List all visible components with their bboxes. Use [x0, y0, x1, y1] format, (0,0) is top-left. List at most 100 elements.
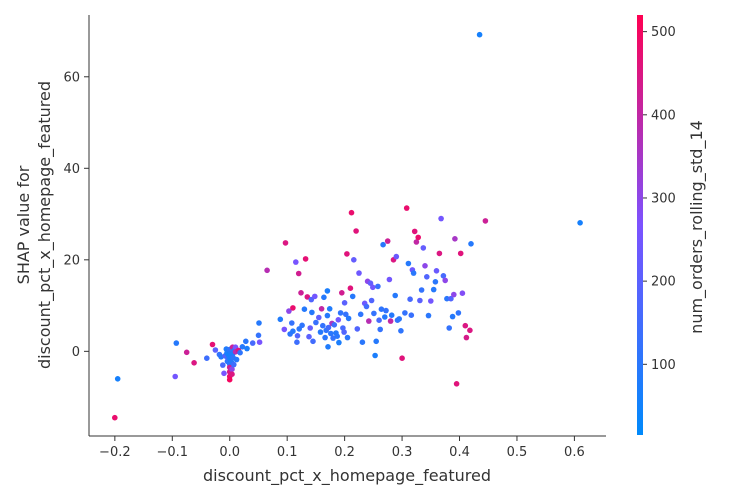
- data-point: [277, 316, 284, 323]
- data-point: [440, 273, 447, 279]
- data-point: [310, 338, 316, 345]
- colorbar-tick-label: 400: [651, 108, 676, 123]
- y-axis-label-line-1: SHAP value for: [14, 165, 33, 284]
- x-tick-label: 0.6: [564, 445, 585, 460]
- data-point: [467, 327, 473, 334]
- data-point: [368, 297, 375, 304]
- data-point: [444, 295, 450, 302]
- y-tick-label: 60: [63, 70, 80, 85]
- data-point: [345, 315, 352, 322]
- data-point: [407, 296, 413, 303]
- data-point: [264, 267, 270, 274]
- data-point: [294, 339, 300, 346]
- data-point: [282, 240, 289, 246]
- colorbar: [637, 15, 643, 435]
- data-point: [428, 298, 434, 304]
- data-point: [324, 288, 331, 294]
- data-point: [255, 332, 262, 339]
- colorbar-ticks: 100 200 300 400 500: [643, 25, 676, 373]
- data-point: [239, 344, 246, 350]
- data-point: [422, 263, 428, 269]
- data-point: [318, 306, 325, 312]
- scatter-points: [112, 31, 583, 421]
- data-point: [354, 326, 361, 332]
- data-point: [290, 305, 296, 311]
- data-point: [413, 239, 420, 245]
- data-point: [309, 309, 315, 316]
- data-point: [286, 308, 292, 314]
- data-point: [295, 270, 302, 277]
- data-point: [337, 310, 344, 316]
- data-point: [321, 294, 327, 301]
- data-point: [408, 312, 415, 319]
- data-point: [173, 340, 180, 346]
- data-point: [468, 241, 474, 247]
- data-point: [455, 310, 462, 316]
- data-point: [424, 274, 430, 280]
- data-point: [317, 329, 324, 335]
- data-point: [448, 295, 454, 302]
- data-point: [306, 333, 312, 340]
- data-point: [392, 292, 399, 299]
- data-point: [430, 286, 437, 293]
- data-point: [452, 236, 458, 242]
- x-tick-label: 0.2: [334, 445, 355, 460]
- data-point: [326, 306, 333, 312]
- data-point: [341, 300, 348, 306]
- data-point: [289, 320, 295, 326]
- data-point: [357, 311, 364, 318]
- data-point: [316, 314, 322, 321]
- data-point: [226, 376, 233, 383]
- data-point: [328, 330, 334, 337]
- data-point: [411, 228, 418, 235]
- data-point: [243, 338, 249, 345]
- data-point: [302, 256, 309, 262]
- data-point: [363, 303, 370, 310]
- data-point: [451, 291, 457, 298]
- data-point: [425, 312, 432, 319]
- data-point: [256, 320, 262, 326]
- data-point: [373, 338, 380, 345]
- data-point: [378, 306, 385, 313]
- data-point: [482, 218, 489, 224]
- data-point: [336, 339, 342, 346]
- x-tick-label: −0.1: [157, 445, 189, 460]
- data-point: [204, 355, 210, 362]
- data-point: [402, 310, 408, 316]
- x-tick-label: −0.2: [99, 445, 131, 460]
- colorbar-tick-label: 200: [651, 275, 676, 290]
- data-point: [112, 414, 118, 421]
- data-point: [457, 250, 464, 257]
- colorbar-tick-label: 100: [651, 358, 676, 373]
- data-point: [334, 333, 341, 340]
- data-point: [231, 361, 237, 368]
- data-point: [462, 322, 469, 329]
- data-point: [420, 245, 427, 251]
- data-point: [191, 360, 197, 366]
- x-tick-label: 0.4: [449, 445, 470, 460]
- data-point: [405, 260, 412, 267]
- data-point: [403, 205, 410, 211]
- data-point: [433, 268, 440, 274]
- data-point: [449, 313, 456, 320]
- colorbar-tick-label: 500: [651, 25, 676, 40]
- data-point: [356, 270, 362, 276]
- data-point: [313, 319, 319, 326]
- data-point: [301, 306, 308, 313]
- data-point: [367, 280, 374, 287]
- data-point: [324, 312, 331, 319]
- data-point: [371, 310, 377, 317]
- data-point: [233, 356, 240, 363]
- data-point: [410, 270, 417, 276]
- data-point: [307, 325, 314, 331]
- data-point: [463, 334, 470, 341]
- data-point: [396, 316, 403, 322]
- data-point: [221, 370, 227, 377]
- x-tick-label: 0.0: [219, 445, 240, 460]
- data-point: [325, 344, 331, 350]
- data-point: [172, 373, 178, 380]
- data-point: [325, 324, 332, 331]
- data-point: [347, 285, 354, 292]
- data-point: [281, 326, 288, 333]
